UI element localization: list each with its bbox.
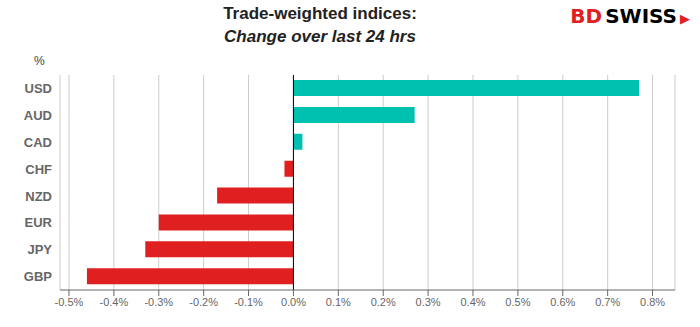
svg-text:EUR: EUR [25, 215, 53, 230]
svg-text:CAD: CAD [24, 135, 52, 150]
svg-text:-0.1%: -0.1% [234, 296, 263, 308]
svg-text:-0.4%: -0.4% [99, 296, 128, 308]
svg-text:0.6%: 0.6% [550, 296, 575, 308]
html-text:Trade-weighted indices:: Trade-weighted indices: [223, 4, 417, 23]
svg-text:0.3%: 0.3% [416, 296, 441, 308]
svg-text:NZD: NZD [25, 189, 52, 204]
svg-text:0.0%: 0.0% [281, 296, 306, 308]
svg-text:USD: USD [25, 81, 52, 96]
html-text:BD SWISS▶: BD SWISS▶ [570, 4, 690, 28]
svg-text:CHF: CHF [25, 162, 52, 177]
svg-text:-0.2%: -0.2% [189, 296, 218, 308]
svg-text:GBP: GBP [24, 269, 53, 284]
svg-text:0.2%: 0.2% [371, 296, 396, 308]
svg-text:-0.5%: -0.5% [55, 296, 84, 308]
svg-text:0.4%: 0.4% [460, 296, 485, 308]
svg-text:-0.3%: -0.3% [144, 296, 173, 308]
svg-text:AUD: AUD [24, 108, 52, 123]
svg-text:0.1%: 0.1% [326, 296, 351, 308]
svg-text:0.5%: 0.5% [505, 296, 530, 308]
html-text:Change over last 24 hrs: Change over last 24 hrs [224, 27, 416, 46]
svg-text:0.7%: 0.7% [595, 296, 620, 308]
svg-text:0.8%: 0.8% [640, 296, 665, 308]
svg-text:JPY: JPY [27, 242, 52, 257]
